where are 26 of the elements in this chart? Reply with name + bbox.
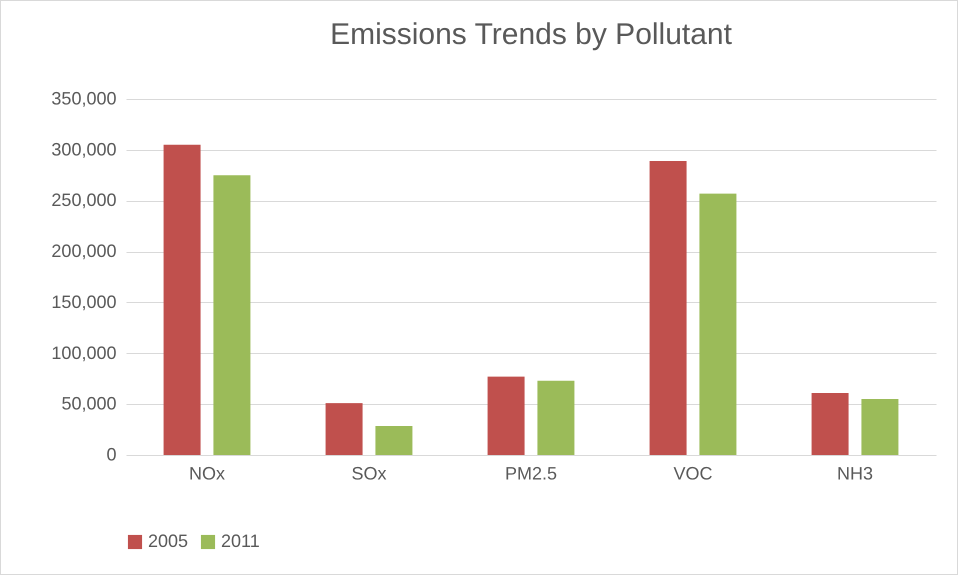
y-tick-label: 300,000 (51, 139, 116, 160)
y-tick-label: 100,000 (51, 342, 116, 363)
y-tick-label: 150,000 (51, 292, 116, 312)
x-tick-label: NH3 (836, 464, 874, 484)
bar (326, 403, 363, 455)
bar (699, 194, 736, 455)
legend-label: 2005 (148, 531, 188, 551)
bar (213, 175, 250, 455)
bar (650, 161, 687, 455)
y-tick-label: 0 (106, 444, 116, 464)
bar (812, 392, 849, 455)
x-tick-label: NOx (189, 464, 225, 484)
bar (861, 399, 898, 455)
bar (164, 144, 201, 455)
legend-label: 2011 (221, 531, 260, 551)
x-tick-label: VOC (673, 464, 713, 484)
x-tick-label: PM2.5 (504, 464, 558, 484)
bar (375, 426, 412, 455)
chart-title: Emissions Trends by Pollutant (330, 18, 733, 51)
bar (537, 380, 574, 455)
y-tick-label: 350,000 (51, 88, 116, 108)
bar (488, 376, 525, 455)
y-tick-label: 200,000 (51, 241, 116, 262)
y-tick-label: 50,000 (61, 394, 116, 414)
y-tick-label: 250,000 (51, 190, 116, 210)
x-tick-label: SOx (351, 464, 387, 484)
